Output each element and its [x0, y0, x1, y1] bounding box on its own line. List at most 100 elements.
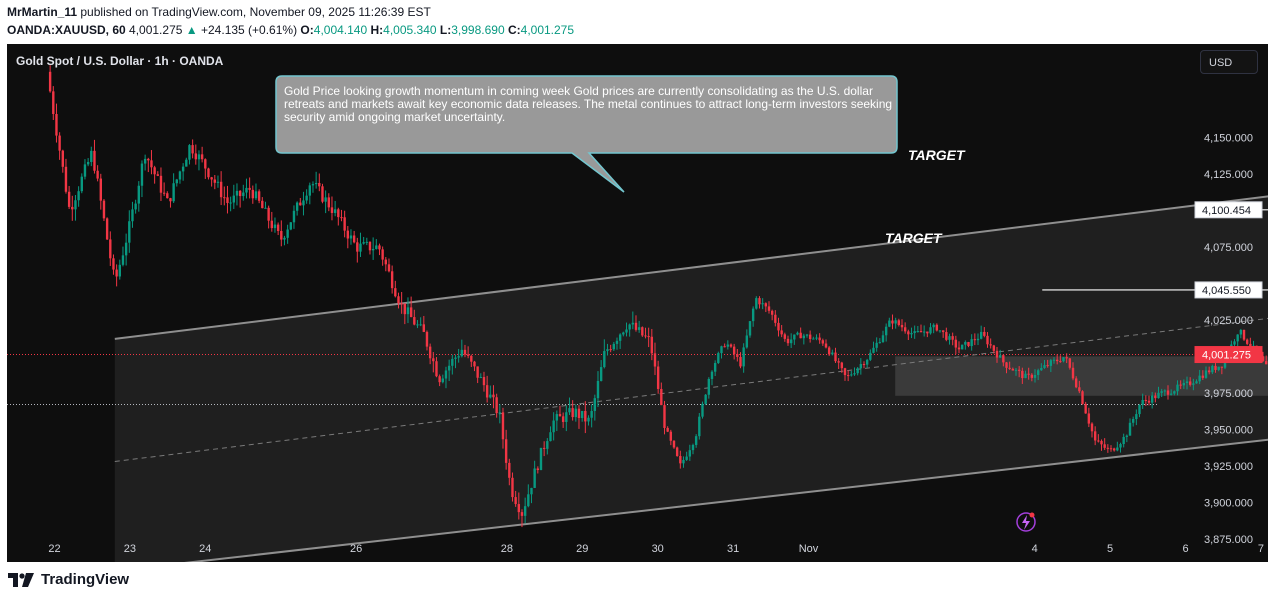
candle-down[interactable] — [1242, 329, 1246, 340]
candle-down[interactable] — [428, 346, 432, 359]
candle-down[interactable] — [821, 340, 825, 344]
candle-down[interactable] — [542, 447, 546, 449]
candle-up[interactable] — [128, 221, 131, 243]
candle-down[interactable] — [907, 331, 910, 335]
candle-down[interactable] — [1106, 447, 1110, 449]
candle-up[interactable] — [74, 200, 77, 210]
candle-down[interactable] — [251, 189, 255, 199]
candle-up[interactable] — [856, 368, 859, 374]
candle-up[interactable] — [707, 378, 711, 395]
candle-up[interactable] — [1223, 359, 1227, 368]
candle-down[interactable] — [1021, 370, 1024, 379]
candle-down[interactable] — [109, 239, 112, 259]
candle-down[interactable] — [270, 220, 274, 229]
candle-down[interactable] — [495, 397, 498, 414]
candle-up[interactable] — [498, 412, 502, 414]
candle-up[interactable] — [295, 202, 299, 211]
candle-down[interactable] — [1081, 391, 1084, 404]
candle-up[interactable] — [254, 191, 258, 199]
candle-up[interactable] — [881, 335, 885, 343]
candle-up[interactable] — [365, 241, 369, 243]
candle-up[interactable] — [701, 403, 704, 417]
candle-down[interactable] — [1002, 355, 1005, 363]
candle-up[interactable] — [875, 342, 878, 348]
candle-down[interactable] — [1103, 444, 1106, 448]
candle-down[interactable] — [995, 350, 999, 358]
candle-up[interactable] — [932, 324, 935, 328]
candle-down[interactable] — [52, 91, 55, 114]
candle-down[interactable] — [897, 320, 901, 325]
candle-down[interactable] — [764, 303, 768, 307]
candle-up[interactable] — [305, 195, 308, 201]
candle-down[interactable] — [1078, 387, 1081, 392]
candle-down[interactable] — [267, 207, 270, 221]
candle-down[interactable] — [780, 330, 783, 335]
candle-up[interactable] — [441, 378, 445, 383]
candle-up[interactable] — [745, 335, 749, 348]
candle-up[interactable] — [77, 191, 80, 201]
candle-down[interactable] — [476, 366, 479, 378]
candle-down[interactable] — [378, 245, 381, 250]
candle-down[interactable] — [1188, 381, 1192, 385]
candle-up[interactable] — [612, 343, 616, 350]
candle-down[interactable] — [799, 332, 802, 339]
candle-up[interactable] — [590, 410, 593, 418]
candle-up[interactable] — [761, 303, 764, 305]
candle-up[interactable] — [1135, 414, 1138, 420]
candle-down[interactable] — [834, 352, 837, 362]
candle-up[interactable] — [1043, 365, 1046, 368]
candle-down[interactable] — [210, 177, 213, 180]
candle-up[interactable] — [637, 327, 641, 330]
candle-up[interactable] — [292, 210, 296, 223]
candle-up[interactable] — [1119, 444, 1122, 448]
candle-down[interactable] — [67, 191, 71, 207]
candle-down[interactable] — [818, 337, 821, 341]
candle-down[interactable] — [48, 71, 52, 92]
candle-up[interactable] — [568, 408, 571, 413]
candle-down[interactable] — [1055, 359, 1059, 362]
candle-up[interactable] — [710, 371, 714, 379]
candle-down[interactable] — [384, 259, 388, 265]
candle-down[interactable] — [463, 349, 467, 355]
candle-up[interactable] — [90, 150, 93, 162]
candle-up[interactable] — [137, 185, 140, 204]
candle-up[interactable] — [552, 420, 555, 433]
candle-down[interactable] — [786, 338, 790, 344]
candle-down[interactable] — [223, 197, 226, 199]
candle-down[interactable] — [318, 183, 321, 187]
candle-up[interactable] — [720, 346, 723, 354]
candle-down[interactable] — [919, 331, 923, 333]
candle-down[interactable] — [660, 388, 663, 406]
candle-up[interactable] — [371, 248, 375, 251]
candle-down[interactable] — [723, 346, 726, 348]
candle-up[interactable] — [916, 331, 920, 333]
candle-down[interactable] — [1046, 365, 1049, 367]
candle-down[interactable] — [112, 258, 115, 270]
candle-up[interactable] — [286, 229, 289, 238]
candle-down[interactable] — [422, 324, 426, 332]
candle-down[interactable] — [558, 414, 562, 417]
candle-up[interactable] — [1163, 390, 1167, 392]
candle-down[interactable] — [647, 336, 650, 338]
candle-down[interactable] — [492, 394, 495, 398]
candle-down[interactable] — [767, 306, 771, 311]
candle-down[interactable] — [736, 354, 739, 357]
candle-down[interactable] — [394, 288, 397, 297]
candle-down[interactable] — [191, 145, 194, 154]
candle-down[interactable] — [732, 346, 736, 355]
candle-down[interactable] — [390, 271, 394, 289]
candle-down[interactable] — [1090, 423, 1094, 432]
candle-up[interactable] — [1176, 384, 1179, 392]
candle-down[interactable] — [840, 362, 844, 369]
candle-down[interactable] — [156, 174, 159, 176]
candle-up[interactable] — [599, 367, 603, 381]
candle-down[interactable] — [729, 344, 733, 347]
candle-up[interactable] — [884, 326, 888, 336]
candle-up[interactable] — [793, 334, 796, 340]
candle-down[interactable] — [941, 330, 945, 333]
candle-up[interactable] — [83, 164, 87, 177]
candle-up[interactable] — [1141, 400, 1144, 405]
candle-down[interactable] — [641, 327, 644, 336]
candle-up[interactable] — [197, 154, 201, 160]
candle-down[interactable] — [1264, 361, 1268, 365]
